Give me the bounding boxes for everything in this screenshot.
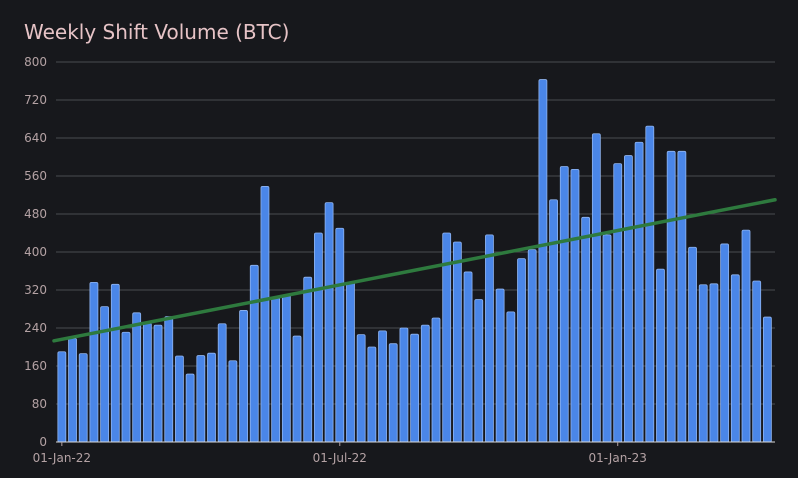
bar (730, 274, 740, 443)
bar (89, 281, 99, 443)
bar (196, 355, 206, 443)
bar (656, 268, 665, 443)
axis-layer: 0 80 160 240 320 400 480 560 640 720 800 01-Jan-22 0… (24, 55, 775, 465)
bar (228, 360, 238, 443)
bar (121, 331, 131, 443)
y-tick-label: 720 (24, 93, 47, 107)
y-tick-label: 320 (24, 283, 47, 297)
bar (142, 322, 152, 443)
bar (634, 141, 644, 443)
bar (185, 373, 195, 443)
bar (559, 166, 569, 443)
y-tick-label: 160 (24, 359, 47, 373)
bar (388, 343, 398, 443)
bar (762, 316, 772, 443)
y-tick-label: 400 (24, 245, 47, 259)
x-tick-label: 01-Jan-23 (589, 451, 647, 465)
bar (602, 234, 612, 443)
x-tick-label: 01-Jul-22 (313, 451, 367, 465)
bar (346, 281, 355, 443)
y-tick-label: 240 (24, 321, 47, 335)
y-tick-label: 560 (24, 169, 47, 183)
bar (495, 288, 505, 443)
bar (613, 163, 623, 443)
y-tick-label: 0 (39, 435, 47, 449)
bar (153, 324, 163, 443)
bar (752, 280, 762, 443)
bar (570, 168, 580, 443)
bar (666, 150, 676, 443)
bar (549, 199, 558, 443)
bar (78, 353, 88, 443)
bar (324, 202, 334, 443)
y-tick-label: 640 (24, 131, 47, 145)
y-tick-label: 480 (24, 207, 47, 221)
bar (581, 216, 591, 443)
bar (677, 150, 687, 443)
bar (431, 317, 441, 443)
bar (356, 334, 366, 443)
bar (132, 312, 142, 443)
bar (517, 258, 526, 443)
bar (474, 299, 484, 443)
bar (624, 155, 633, 443)
bar (506, 311, 516, 443)
bar (720, 243, 730, 443)
bar (709, 283, 719, 443)
bar (741, 229, 751, 443)
bar (314, 232, 323, 443)
bar (303, 276, 313, 443)
bar (292, 335, 302, 443)
bar (217, 323, 227, 443)
bar (175, 355, 184, 443)
bar (239, 310, 248, 443)
bar (538, 79, 548, 443)
bar (110, 283, 120, 443)
x-tick-label: 01-Jan-22 (33, 451, 91, 465)
bar (698, 284, 708, 443)
bar (485, 234, 494, 443)
bar (57, 351, 67, 443)
bar (249, 264, 259, 443)
bar (645, 125, 655, 443)
bar (420, 324, 430, 443)
bar (452, 241, 462, 443)
bar (367, 346, 377, 443)
chart-title: Weekly Shift Volume (BTC) (24, 20, 290, 44)
bar (378, 330, 387, 443)
bar (410, 333, 420, 443)
y-tick-label: 800 (24, 55, 47, 69)
bar-layer (57, 79, 772, 443)
bar (100, 306, 110, 443)
bar (68, 338, 77, 443)
bar (399, 327, 409, 443)
bar (527, 249, 537, 443)
bar (335, 227, 345, 443)
trend-line (52, 198, 777, 343)
bar (207, 352, 216, 443)
bar (271, 297, 281, 443)
bar (164, 316, 174, 443)
bar (463, 271, 473, 443)
y-tick-label: 80 (32, 397, 47, 411)
bar (281, 294, 291, 443)
bar (688, 246, 697, 443)
trend-layer (52, 198, 777, 343)
bar (591, 133, 601, 443)
bar (260, 186, 270, 443)
